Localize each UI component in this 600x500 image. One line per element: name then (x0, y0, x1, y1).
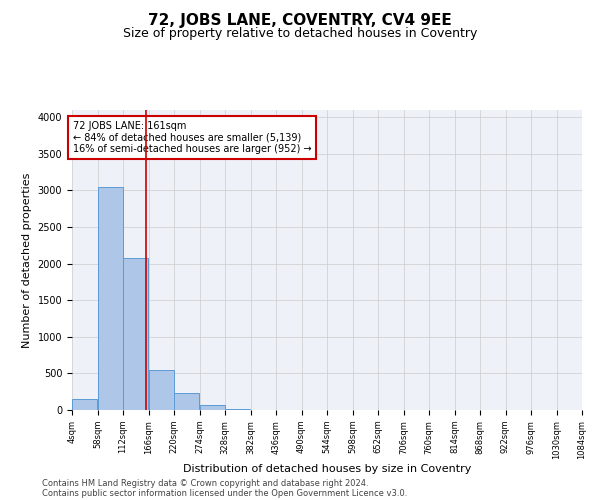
Text: 72, JOBS LANE, COVENTRY, CV4 9EE: 72, JOBS LANE, COVENTRY, CV4 9EE (148, 12, 452, 28)
Bar (98, 187, 123, 410)
Y-axis label: Number of detached properties: Number of detached properties (22, 172, 32, 348)
Bar (149, 370, 174, 410)
Text: Contains HM Land Registry data © Crown copyright and database right 2024.: Contains HM Land Registry data © Crown c… (42, 478, 368, 488)
Bar (72, 399, 97, 410)
X-axis label: Distribution of detached houses by size in Coventry: Distribution of detached houses by size … (183, 464, 471, 474)
Bar (123, 258, 148, 410)
Text: 72 JOBS LANE: 161sqm
← 84% of detached houses are smaller (5,139)
16% of semi-de: 72 JOBS LANE: 161sqm ← 84% of detached h… (73, 121, 311, 154)
Text: Contains public sector information licensed under the Open Government Licence v3: Contains public sector information licen… (42, 488, 407, 498)
Text: Size of property relative to detached houses in Coventry: Size of property relative to detached ho… (123, 28, 477, 40)
Bar (200, 405, 225, 410)
Bar (225, 408, 250, 410)
Bar (174, 393, 199, 410)
